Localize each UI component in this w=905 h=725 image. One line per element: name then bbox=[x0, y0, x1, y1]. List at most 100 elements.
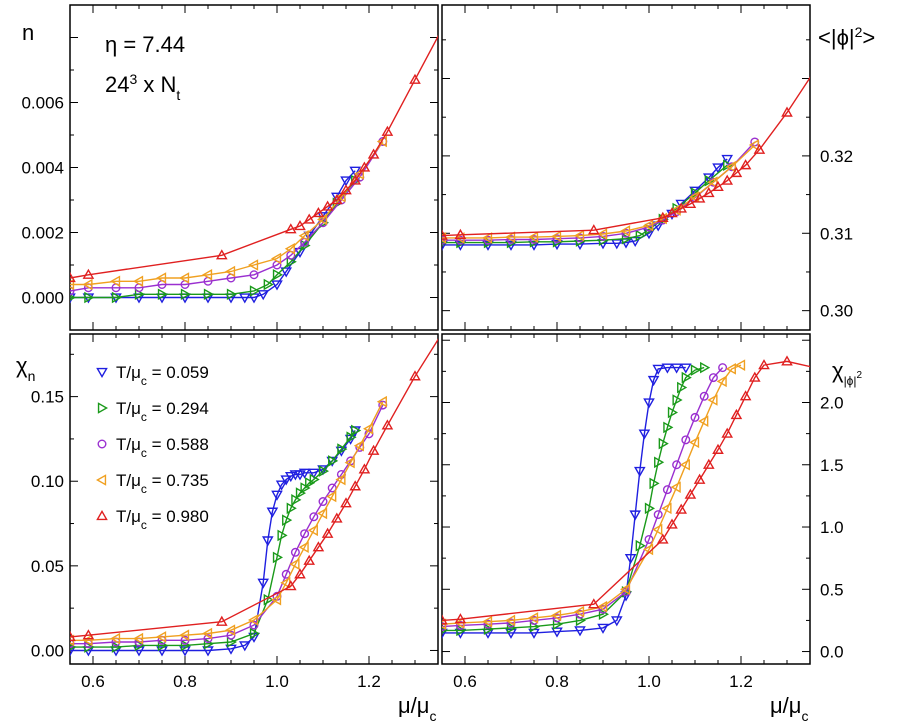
data-point bbox=[179, 646, 191, 657]
data-point bbox=[748, 371, 761, 382]
data-point bbox=[684, 488, 697, 499]
x-tick-label: 1.2 bbox=[357, 672, 381, 691]
y-tick-label: 0.15 bbox=[31, 388, 64, 407]
data-point bbox=[224, 265, 236, 278]
y-tick-label: 0.000 bbox=[21, 289, 64, 308]
data-point bbox=[277, 529, 288, 542]
series-line bbox=[442, 367, 724, 628]
data-point bbox=[157, 639, 169, 652]
panel-bottom-right: 0.6 0.8 1.0 1.2 0.0 0.5 1.0 1.5 2.0 χ|ϕ|2 μ/μc bbox=[441, 333, 863, 724]
data-point bbox=[504, 614, 516, 627]
data-point bbox=[596, 600, 608, 613]
data-point bbox=[215, 249, 228, 260]
legend-label: T/μc = 0.294 bbox=[116, 399, 209, 424]
data-point bbox=[307, 468, 320, 479]
data-point bbox=[337, 443, 348, 455]
data-point bbox=[454, 228, 467, 239]
data-point bbox=[155, 631, 167, 643]
data-point bbox=[573, 229, 585, 242]
data-point bbox=[551, 627, 563, 638]
data-point bbox=[226, 288, 238, 301]
data-point bbox=[716, 375, 727, 388]
data-point bbox=[290, 547, 300, 557]
data-point bbox=[712, 443, 724, 454]
data-point bbox=[180, 288, 192, 301]
data-point bbox=[381, 125, 394, 136]
data-point bbox=[707, 176, 718, 189]
data-point bbox=[84, 641, 95, 653]
x-tick-label: 0.8 bbox=[545, 672, 569, 691]
data-point bbox=[642, 219, 654, 232]
data-point bbox=[675, 202, 688, 213]
x-tick-label: 1.2 bbox=[729, 672, 753, 691]
data-point bbox=[644, 534, 654, 544]
series-group bbox=[70, 338, 438, 657]
x-tick-label: 1.0 bbox=[637, 672, 661, 691]
data-point bbox=[226, 636, 238, 648]
data-point bbox=[330, 193, 343, 205]
data-point bbox=[298, 229, 309, 242]
data-point bbox=[367, 444, 380, 455]
y-tick-label: 0.32 bbox=[820, 147, 853, 166]
data-point bbox=[551, 239, 563, 251]
data-point bbox=[409, 73, 421, 84]
data-point bbox=[201, 268, 213, 281]
data-point bbox=[693, 192, 706, 203]
series-group bbox=[442, 355, 810, 639]
data-point bbox=[661, 502, 672, 515]
data-point bbox=[358, 463, 371, 474]
data-point bbox=[670, 481, 681, 493]
data-point bbox=[730, 166, 743, 178]
data-point bbox=[340, 176, 352, 187]
data-point bbox=[70, 643, 77, 651]
x-axis-label: μ/μc bbox=[398, 693, 436, 724]
x-axis-label: μ/μc bbox=[770, 693, 808, 724]
data-point bbox=[644, 502, 656, 515]
data-point bbox=[781, 355, 793, 366]
data-point bbox=[662, 485, 672, 495]
data-point bbox=[203, 637, 215, 650]
data-point bbox=[690, 187, 702, 199]
data-point bbox=[132, 632, 144, 645]
data-point bbox=[247, 614, 259, 626]
data-point bbox=[698, 415, 709, 427]
data-point bbox=[506, 622, 518, 634]
data-point bbox=[690, 412, 700, 422]
data-point bbox=[652, 364, 665, 375]
data-point bbox=[84, 291, 95, 304]
y-tick-label: 0.10 bbox=[31, 472, 64, 491]
legend-label: T/μc = 0.980 bbox=[116, 507, 209, 532]
data-point bbox=[527, 612, 539, 624]
data-point bbox=[699, 391, 709, 401]
data-point bbox=[725, 160, 736, 173]
data-point bbox=[215, 615, 228, 626]
data-point bbox=[270, 593, 282, 606]
data-point bbox=[442, 240, 448, 251]
series-line bbox=[442, 144, 756, 239]
data-point bbox=[298, 541, 309, 554]
panel-frame bbox=[441, 4, 811, 331]
data-point bbox=[294, 219, 306, 231]
data-point bbox=[312, 206, 325, 218]
data-point bbox=[587, 598, 600, 609]
legend-marker bbox=[97, 439, 107, 449]
data-point bbox=[326, 490, 337, 503]
y-tick-label: 2.0 bbox=[820, 393, 844, 412]
data-point bbox=[201, 627, 213, 640]
data-point bbox=[661, 363, 674, 374]
data-point bbox=[312, 541, 325, 552]
data-point bbox=[280, 475, 293, 486]
data-point bbox=[284, 242, 295, 255]
data-point bbox=[598, 608, 610, 620]
legend-marker bbox=[95, 474, 107, 486]
data-point bbox=[619, 225, 631, 237]
data-point bbox=[712, 180, 724, 191]
data-point bbox=[442, 628, 448, 639]
plot-area: 0.000 0.002 0.004 0.006 bbox=[21, 5, 439, 331]
panel-top-left: 0.000 0.002 0.004 0.006 n η = 7.44 243 x Nt bbox=[21, 4, 439, 331]
data-point bbox=[730, 408, 743, 420]
data-point bbox=[303, 213, 316, 224]
panel-frame bbox=[69, 333, 439, 665]
data-point bbox=[70, 646, 76, 657]
